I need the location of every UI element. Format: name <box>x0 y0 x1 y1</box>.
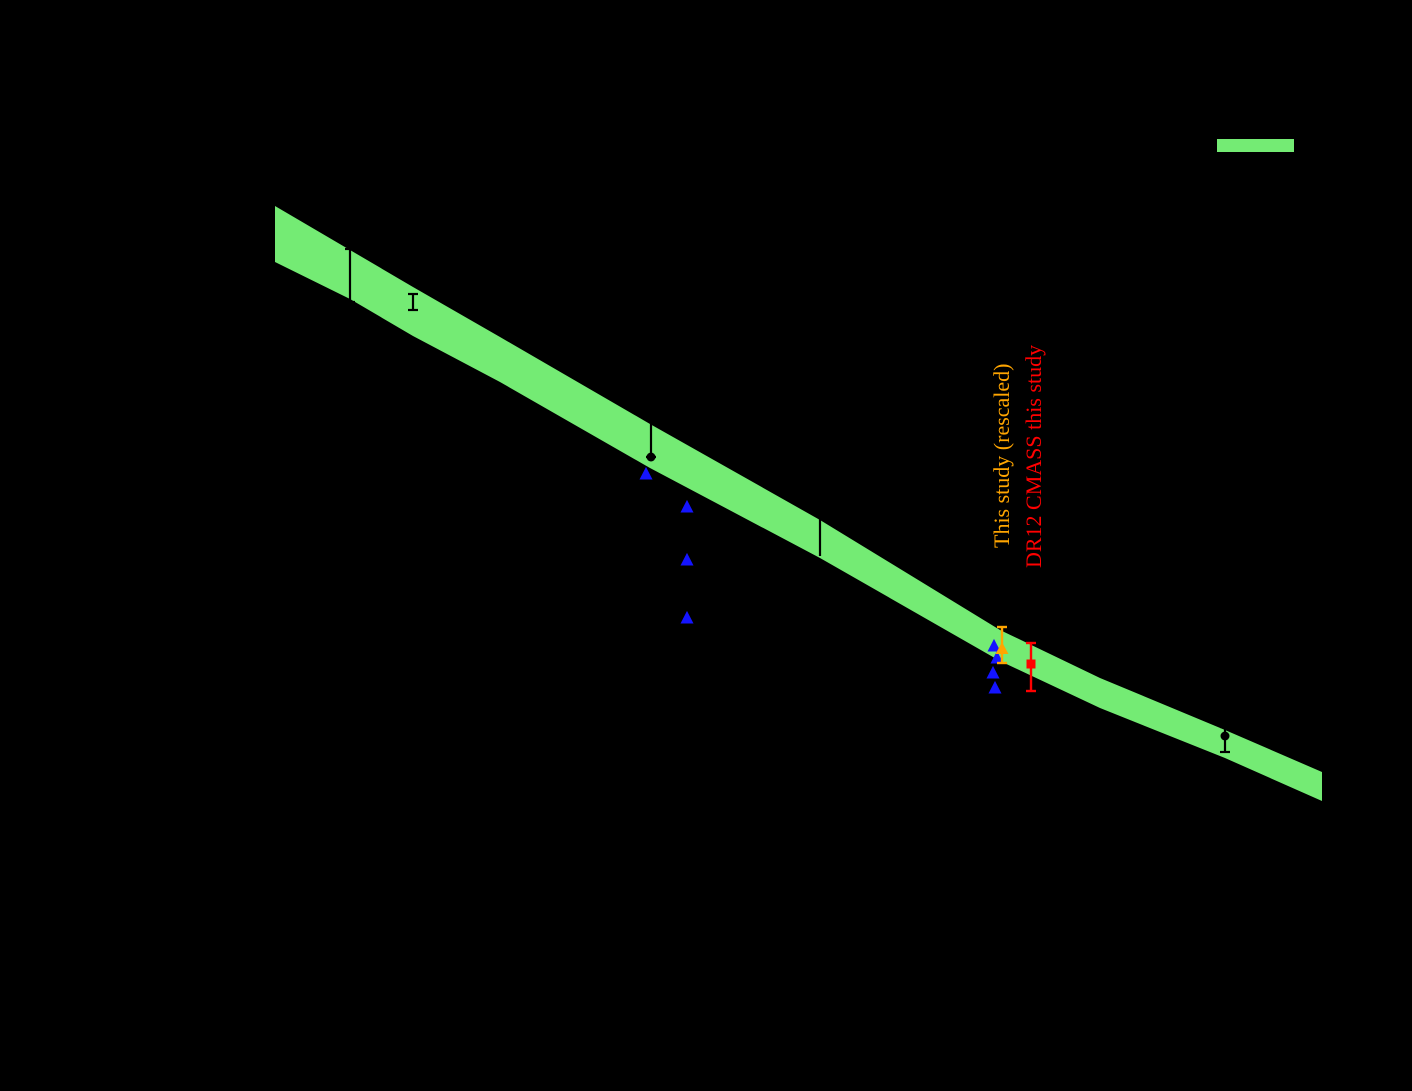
blue-triangle-marker <box>986 665 1000 679</box>
black-errorbar <box>646 417 656 462</box>
legend-group <box>1217 139 1294 152</box>
label-dr12-cmass: DR12 CMASS this study <box>1021 345 1046 568</box>
this-study-rescaled-errorbar <box>995 625 1009 665</box>
model-band-group <box>275 206 1322 801</box>
black-errorbar <box>345 247 355 304</box>
blue-triangle-marker <box>990 650 1004 664</box>
dr12-cmass-errorbar <box>1026 641 1036 693</box>
dr12-cmass-marker <box>1026 659 1036 669</box>
highlighted-points-group <box>995 625 1036 693</box>
rotated-labels-group: This study (rescaled) DR12 CMASS this stu… <box>989 345 1046 568</box>
blue-triangle-marker <box>680 499 694 513</box>
data-point-dot <box>646 452 656 462</box>
model-band <box>275 206 1322 801</box>
blue-triangle-marker <box>680 610 694 624</box>
label-this-study-rescaled: This study (rescaled) <box>989 364 1014 549</box>
black-errorbar <box>1220 725 1230 754</box>
black-errorbar <box>408 292 418 312</box>
data-point-dot <box>1220 731 1230 741</box>
blue-triangle-marker <box>987 638 1001 652</box>
black-errorbars-group <box>345 247 1230 754</box>
blue-triangle-marker <box>639 466 653 480</box>
legend-band-swatch <box>1217 139 1294 152</box>
blue-triangle-marker <box>680 552 694 566</box>
this-study-rescaled-marker <box>995 642 1009 654</box>
blue-triangle-marker <box>988 680 1002 694</box>
blue-triangles-group <box>639 466 1004 694</box>
